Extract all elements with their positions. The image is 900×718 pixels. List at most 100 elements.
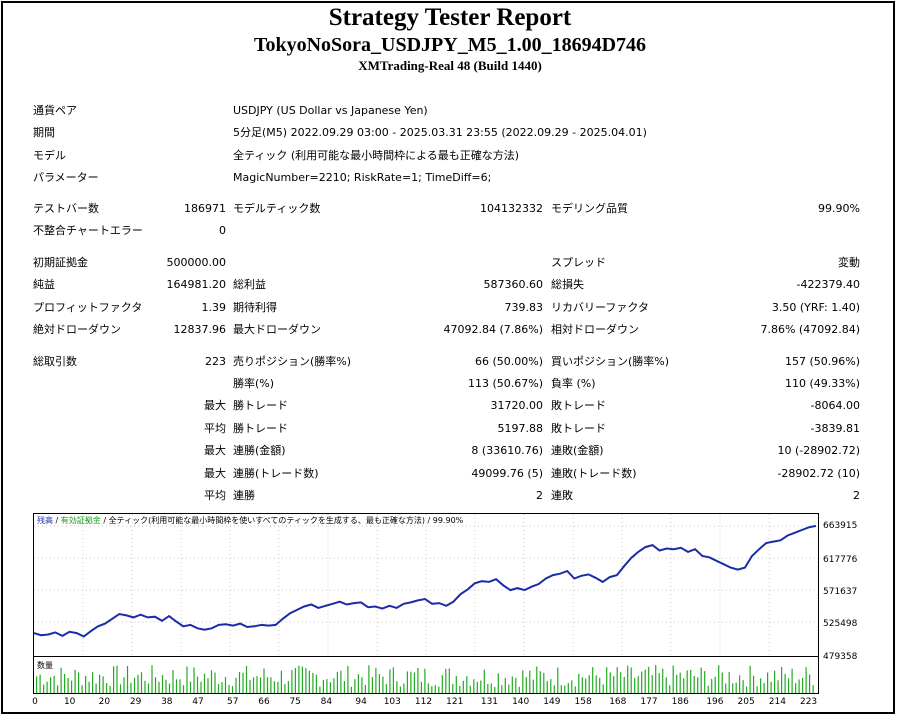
x-tick-label: 94 [355,697,367,707]
y-tick-1: 617776 [823,555,858,565]
quality-value: 99.90% [818,202,860,215]
y-tick-4: 479358 [823,652,858,662]
x-tick-label: 158 [574,697,592,707]
volume-bar [147,683,150,693]
volume-bar [679,672,681,693]
volume-bar [399,686,401,693]
x-tick-label: 84 [320,697,333,707]
volume-bar [322,679,324,693]
volume-bar [315,674,317,693]
volume-bar [249,679,251,693]
volume-bar [298,665,300,693]
volume-bar [333,678,335,693]
volume-bar [57,685,59,693]
deposit-value: 500000.00 [166,256,227,269]
avg-win-label: 勝トレード [233,422,288,435]
volume-bar [613,676,615,693]
volume-bar [403,683,405,693]
x-tick-label: 168 [609,697,627,707]
expected-label: 期待利得 [233,301,277,314]
volume-bar [410,671,412,693]
winrate-label: 勝率(%) [233,377,275,390]
volume-bar [623,676,625,693]
lossrate-value: 110 (49.33%) [784,377,860,390]
volume-bar [102,676,104,693]
legend-sep-2: / [100,516,109,525]
volume-bar [658,673,660,693]
reldd-label: 相対ドローダウン [551,323,639,336]
legend-balance: 残高 [37,516,53,525]
x-tick-label: 112 [414,697,433,707]
x-tick-label: 196 [706,697,724,707]
avg-cons-loss-label: 連敗 [551,489,573,502]
volume-bar [312,672,314,693]
volume-bar [536,666,538,693]
build-info: XMTrading-Real 48 (Build 1440) [358,58,542,73]
volume-bar [392,667,394,693]
volume-bar [319,686,321,693]
volume-bar [203,673,206,693]
volume-bar [46,681,48,693]
volume-bar [308,670,310,693]
volume-bar [749,665,751,693]
volume-bar [64,674,66,693]
volume-bar [259,677,262,693]
bars-value: 186971 [184,202,226,215]
avg-cons-loss-value: 2 [853,489,860,502]
long-value: 157 (50.96%) [784,355,860,368]
grossprofit-label: 総利益 [233,278,266,291]
volume-bar [81,685,83,693]
volume-bar [357,674,359,693]
volume-bar [504,678,506,693]
volume-bar [774,670,776,693]
ticks-label: モデルティック数 [233,202,321,215]
volume-bar [385,684,387,693]
volume-bar [634,677,636,693]
volume-bar [721,672,723,693]
x-tick-label: 20 [98,697,111,707]
volume-bar [644,669,646,693]
y-tick-0: 663915 [823,521,858,531]
volume-bar [564,685,566,693]
volume-bar [413,672,415,693]
volume-bar [490,683,492,693]
max-label-3: 最大 [204,467,226,480]
volume-bar [361,677,363,693]
legend-equity: 有効証拠金 [60,516,101,525]
volume-bar [735,682,737,693]
trades-value: 223 [205,355,226,368]
x-tick-label: 131 [480,697,499,707]
volume-bar [445,668,447,693]
volume-bar [277,681,279,693]
absdd-label: 絶対ドローダウン [33,323,121,336]
volume-bar [704,671,706,693]
volume-bar [742,680,744,693]
page-subtitle: TokyoNoSora_USDJPY_M5_1.00_18694D746 [253,34,647,56]
volume-chart [33,657,819,694]
volume-bar [207,678,209,693]
volume-bar [280,670,282,693]
x-tick-label: 0 [32,697,38,707]
volume-bar [270,677,272,693]
volume-bar [301,666,303,693]
volume-bar [95,683,97,693]
volume-bar [518,686,520,693]
volume-bar [662,668,664,693]
volume-bar [294,668,296,693]
x-tick-label: 140 [512,697,530,707]
volume-bar [728,672,730,693]
volume-bar [497,673,499,693]
volume-bar [291,670,293,693]
volume-bar [770,681,772,693]
volume-bar [165,679,167,693]
volume-bar [305,668,307,693]
volume-bar [637,676,639,693]
x-tick-label: 186 [671,697,689,707]
x-tick-label: 214 [768,697,786,707]
bars-label: テストバー数 [33,202,99,215]
volume-label: 数量 [37,661,53,670]
avg-loss-label: 敗トレード [551,422,606,435]
volume-bar [43,684,45,693]
model-value: 全ティック (利用可能な最小時間枠による最も正確な方法) [233,149,520,162]
volume-bar [693,676,695,693]
